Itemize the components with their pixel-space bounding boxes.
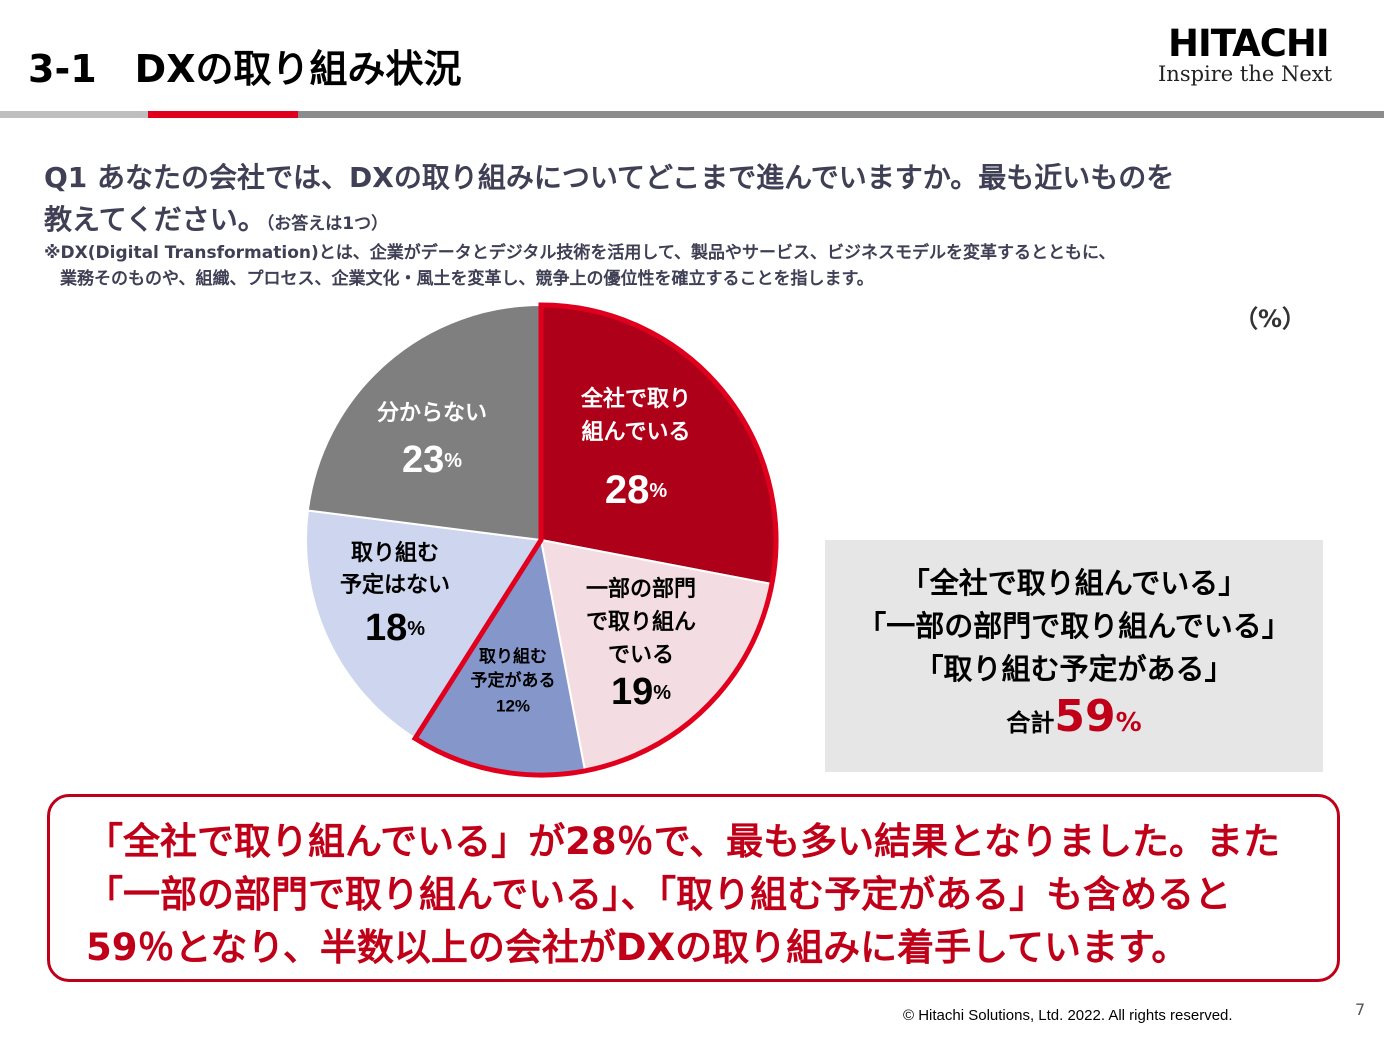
value-label: 18%	[365, 607, 425, 649]
page-number: 7	[1355, 1000, 1366, 1019]
slice-label-line: で取り組ん	[586, 609, 696, 635]
slice-label: 一部の部門で取り組んでいる	[586, 576, 696, 668]
total-label: 合計	[1006, 709, 1055, 737]
summary-line: 「全社で取り組んでいる」	[900, 566, 1248, 600]
value-unit: %	[653, 682, 671, 704]
slice-label-line: 分からない	[377, 401, 487, 426]
summary-total: 合計59%	[825, 695, 1323, 745]
slice-label-line: 予定はない	[340, 572, 450, 598]
value-unit: %	[407, 618, 425, 640]
conclusion-line: 「全社で取り組んでいる」が28％で、最も多い結果となりました。また	[86, 820, 1281, 863]
value-unit: %	[444, 450, 462, 472]
definition: 業務そのものや、組織、プロセス、企業文化・風土を変革し、競争上の優位性を確立する…	[60, 269, 874, 289]
value-label: 19%	[611, 671, 671, 713]
summary-lines: 「全社で取り組んでいる」 「一部の部門で取り組んでいる」 「取り組む予定がある」…	[825, 562, 1323, 745]
question: Q1 あなたの会社では、DXの取り組みについてどこまで進んでいますか。最も近いも…	[44, 161, 1175, 194]
value-number: 23	[402, 439, 444, 481]
header-bar	[298, 111, 1384, 118]
slice-label-line: でいる	[608, 643, 674, 668]
total-value: 59%	[1054, 691, 1141, 742]
value-number: 18	[365, 607, 407, 649]
summary-line: 「取り組む予定がある」	[914, 652, 1234, 686]
header-bar-accent	[148, 111, 298, 118]
question: 教えてください。（お答えは1つ）	[44, 198, 388, 238]
copyright: © Hitachi Solutions, Ltd. 2022. All righ…	[903, 1007, 1233, 1024]
conclusion: 「全社で取り組んでいる」が28％で、最も多い結果となりました。また 「一部の部門…	[86, 815, 1280, 974]
slice-label: 全社で取り組んでいる	[580, 386, 691, 445]
slice-label-line: 一部の部門	[586, 576, 696, 602]
slice-label: 取り組む予定はない	[340, 540, 450, 598]
header-bar	[0, 111, 148, 118]
logo: HITACHI	[1168, 22, 1330, 65]
value-label: 23%	[402, 439, 462, 481]
unit-label: （%）	[1234, 305, 1306, 333]
slice-label: 取り組む予定がある	[471, 646, 556, 691]
conclusion-line: 「一部の部門で取り組んでいる」、「取り組む予定がある」も含めると	[86, 873, 1232, 916]
slice-label-line: 全社で取り	[580, 386, 691, 412]
value-label: 12%	[496, 696, 530, 715]
conclusion-box: 「全社で取り組んでいる」が28％で、最も多い結果となりました。また 「一部の部門…	[47, 794, 1340, 982]
slice-label-line: 予定がある	[471, 670, 556, 691]
conclusion-line: 59％となり、半数以上の会社がDXの取り組みに着手しています。	[86, 926, 1189, 969]
answer-note: （お答えは1つ）	[265, 214, 389, 234]
slice-label-line: 取り組む	[351, 540, 439, 566]
value-label: 28%	[605, 468, 668, 512]
value-number: 28	[605, 468, 650, 512]
total-part: 59	[1054, 691, 1116, 742]
question: 教えてください。	[44, 203, 266, 236]
slice-label-line: 組んでいる	[582, 419, 691, 445]
highlight-outline	[411, 302, 779, 778]
pie-slice	[306, 303, 542, 542]
tagline: Inspire the Next	[1158, 62, 1333, 86]
definition: ※DX(Digital Transformation)とは、企業がデータとデジタ…	[44, 243, 1116, 263]
summary-line: 「一部の部門で取り組んでいる」	[857, 609, 1291, 643]
total-part: %	[1115, 708, 1142, 738]
value-number: 19	[611, 671, 653, 713]
slice-label-line: 取り組む	[479, 646, 547, 667]
summary-box: 「全社で取り組んでいる」 「一部の部門で取り組んでいる」 「取り組む予定がある」…	[825, 540, 1323, 772]
slice-label: 分からない	[377, 401, 487, 426]
slide-title: 3-1 DXの取り組み状況	[28, 47, 462, 91]
pie-slice	[305, 509, 543, 740]
value-unit: %	[649, 480, 667, 502]
